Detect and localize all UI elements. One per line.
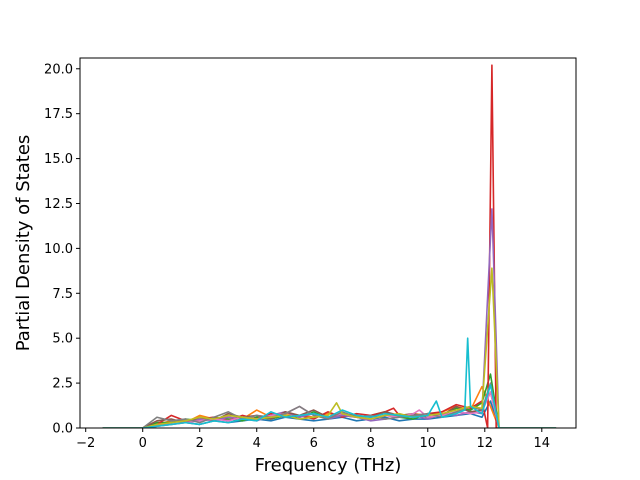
x-tick-label: 2 [196,436,204,451]
series-line-10 [102,337,557,428]
x-tick-label: 8 [367,436,375,451]
x-axis-label: Frequency (THz) [255,455,402,476]
x-tick-label: 12 [477,436,494,451]
series-line-8 [102,382,557,428]
series-line-9 [102,267,557,428]
y-tick-label: 10.0 [44,242,73,257]
series-layer [102,64,557,428]
y-axis: 0.0 2.5 5.0 7.5 10.0 12.5 15.0 17.5 20.0 [44,62,80,437]
x-axis: −2 0 2 4 6 8 10 12 14 [76,428,550,451]
y-tick-label: 7.5 [52,287,73,302]
y-axis-label: Partial Density of States [13,135,34,352]
plot-frame [79,57,577,429]
x-tick-label: 10 [419,436,436,451]
y-tick-label: 5.0 [52,332,73,347]
y-tick-label: 15.0 [44,152,73,167]
x-tick-label: −2 [76,436,95,451]
y-tick-label: 12.5 [44,197,73,212]
y-tick-label: 2.5 [52,377,73,392]
x-tick-label: 14 [534,436,551,451]
x-tick-label: 4 [253,436,261,451]
x-tick-label: 6 [310,436,318,451]
y-tick-label: 20.0 [44,62,73,77]
y-tick-label: 17.5 [44,107,73,122]
y-tick-label: 0.0 [52,422,73,437]
x-tick-label: 0 [139,436,147,451]
